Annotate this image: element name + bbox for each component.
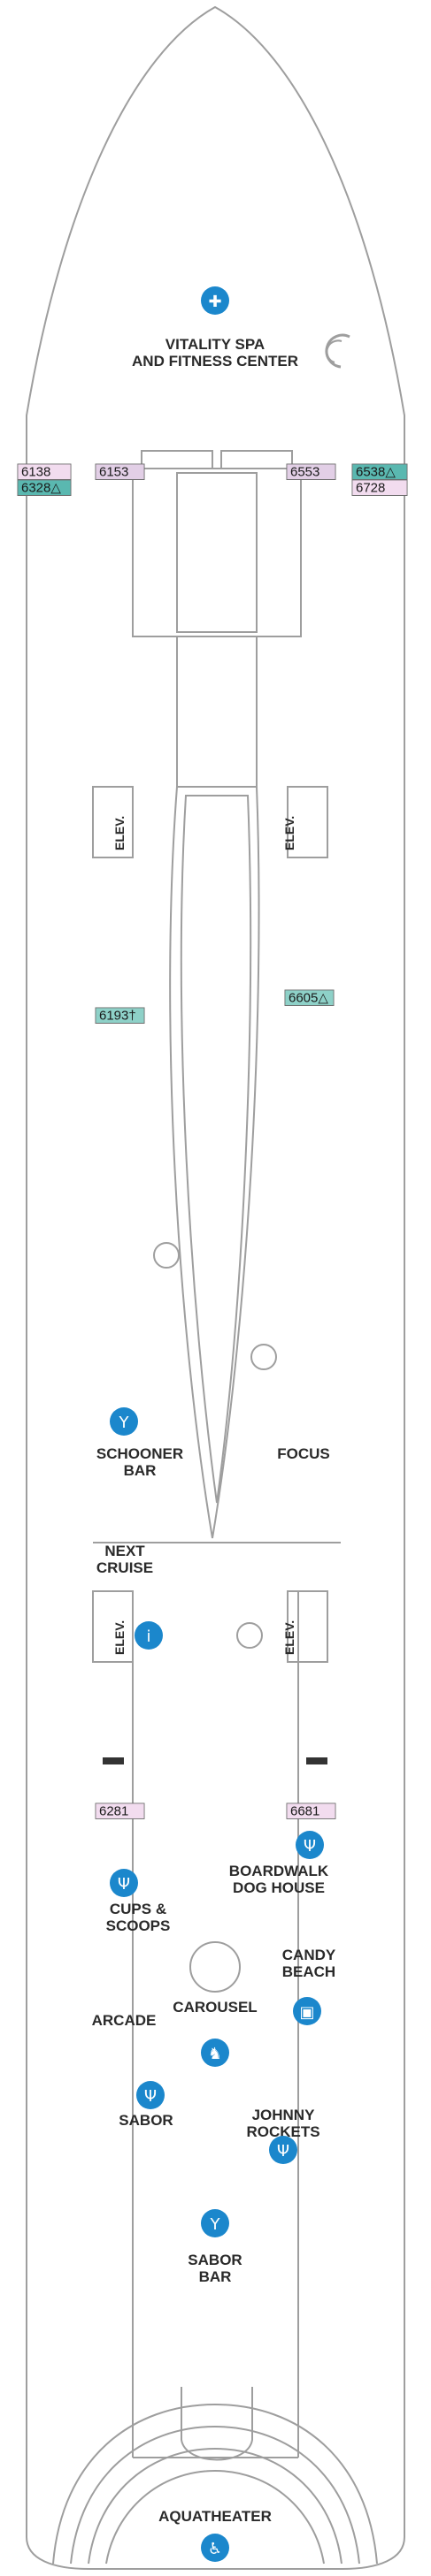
- cabin-number: 6138: [21, 464, 50, 479]
- spiral-stair-left: [153, 1242, 180, 1269]
- svg-text:▣: ▣: [299, 2003, 314, 2022]
- carousel: [189, 1941, 241, 1993]
- svg-text:Ψ: Ψ: [304, 1837, 316, 1856]
- cabin-6193[interactable]: [95, 1007, 145, 1024]
- johnny-rockets-label: ROCKETS: [246, 2123, 319, 2140]
- next-cruise-label: CRUISE: [96, 1559, 153, 1576]
- candy-beach-label: BEACH: [282, 1963, 335, 1980]
- dining-icon: Ψ: [269, 2136, 297, 2164]
- sabor-label: SABOR: [119, 2112, 173, 2129]
- spa-icon: ✚: [201, 286, 229, 315]
- cabin-6153[interactable]: [95, 463, 145, 480]
- dining-icon: Ψ: [296, 1831, 324, 1859]
- schooner-bar-label: BAR: [124, 1462, 157, 1479]
- boardwalk-dog-house-label: DOG HOUSE: [233, 1879, 325, 1896]
- bow-curve: [325, 333, 350, 369]
- dining-icon: Ψ: [110, 1869, 138, 1897]
- dining-icon: Ψ: [136, 2081, 165, 2109]
- cups-scoops-label: SCOOPS: [106, 1917, 171, 1934]
- johnny-rockets-label: JOHNNY: [252, 2107, 316, 2123]
- spa-label: VITALITY SPA: [165, 336, 265, 353]
- cabin-6538[interactable]: [351, 463, 408, 480]
- candy-beach-label: CANDY: [282, 1947, 336, 1963]
- sabor-bar-label: SABOR: [188, 2252, 242, 2268]
- svg-text:Ψ: Ψ: [277, 2142, 289, 2161]
- cabin-number: 6538△: [356, 464, 396, 479]
- cabin-6681[interactable]: [286, 1802, 336, 1819]
- cabin-number: 6153: [99, 464, 128, 479]
- cabin-number: 6728: [356, 480, 385, 495]
- venue-labels: VITALITY SPA AND FITNESS CENTER SCHOONER…: [92, 336, 336, 2525]
- cabin-6605[interactable]: [284, 989, 335, 1006]
- focus-label: FOCUS: [277, 1445, 330, 1462]
- cabin-6328[interactable]: [17, 479, 72, 496]
- shop-icon: ▣: [293, 1997, 321, 2025]
- spiral-stair-right-lower: [236, 1622, 263, 1649]
- hull-outline: [26, 5, 405, 2570]
- svg-text:Y: Y: [210, 2215, 221, 2234]
- schooner-bar-label: SCHOONER: [96, 1445, 183, 1462]
- cabin-grid: 613061326134↕6136△613861426144△61466148△…: [17, 463, 408, 1819]
- cabin-number: 6328△: [21, 480, 61, 495]
- carousel-icon: ♞: [201, 2039, 229, 2067]
- svg-text:♞: ♞: [208, 2045, 222, 2063]
- next-cruise-label: NEXT: [104, 1543, 145, 1559]
- elevator-label: ELEV.: [112, 1620, 127, 1655]
- cabin-number: 6193†: [99, 1008, 136, 1023]
- elevator-label: ELEV.: [282, 1620, 296, 1655]
- arcade-label: ARCADE: [92, 2012, 157, 2029]
- elevator-label: ELEV.: [282, 816, 296, 850]
- spa-label: AND FITNESS CENTER: [132, 353, 298, 370]
- cabin-6281[interactable]: [95, 1802, 145, 1819]
- cabin-number: 6605△: [289, 990, 328, 1005]
- cabin-6553[interactable]: [286, 463, 336, 480]
- svg-text:i: i: [146, 1627, 150, 1646]
- carousel-label: CAROUSEL: [173, 1999, 257, 2016]
- info-icon: i: [135, 1621, 163, 1650]
- sabor-bar-label: BAR: [199, 2268, 232, 2285]
- cabin-number: 6553: [290, 464, 319, 479]
- aquatheater-label: AQUATHEATER: [158, 2508, 272, 2525]
- bar-icon: Y: [110, 1407, 138, 1436]
- boardwalk-dog-house-label: BOARDWALK: [229, 1863, 329, 1879]
- svg-text:✚: ✚: [208, 293, 221, 311]
- svg-text:♿: ♿: [208, 2540, 222, 2558]
- svg-text:Ψ: Ψ: [144, 2087, 157, 2106]
- spiral-stair-right: [250, 1344, 277, 1370]
- elevator-block-upper: [92, 786, 328, 1663]
- cabin-6138[interactable]: [17, 463, 72, 480]
- aquatheater-seating: [52, 2403, 378, 2565]
- accessible-icon: ♿: [201, 2534, 229, 2562]
- svg-text:Y: Y: [119, 1414, 130, 1432]
- stairs-icons: [103, 1757, 327, 1764]
- bow-curve-inner: [326, 339, 342, 363]
- cabin-6728[interactable]: [351, 479, 408, 496]
- cabin-number: 6681: [290, 1803, 319, 1818]
- cups-scoops-label: CUPS &: [110, 1901, 166, 1917]
- bar-icon: Y: [201, 2209, 229, 2237]
- interior-structure: [93, 450, 341, 2461]
- elevator-label: ELEV.: [112, 816, 127, 850]
- cabin-number: 6281: [99, 1803, 128, 1818]
- venue-icons: ✚ Y i Ψ Ψ ▣ ♞ Ψ Ψ Y ♿: [110, 286, 324, 2562]
- svg-text:Ψ: Ψ: [118, 1875, 130, 1894]
